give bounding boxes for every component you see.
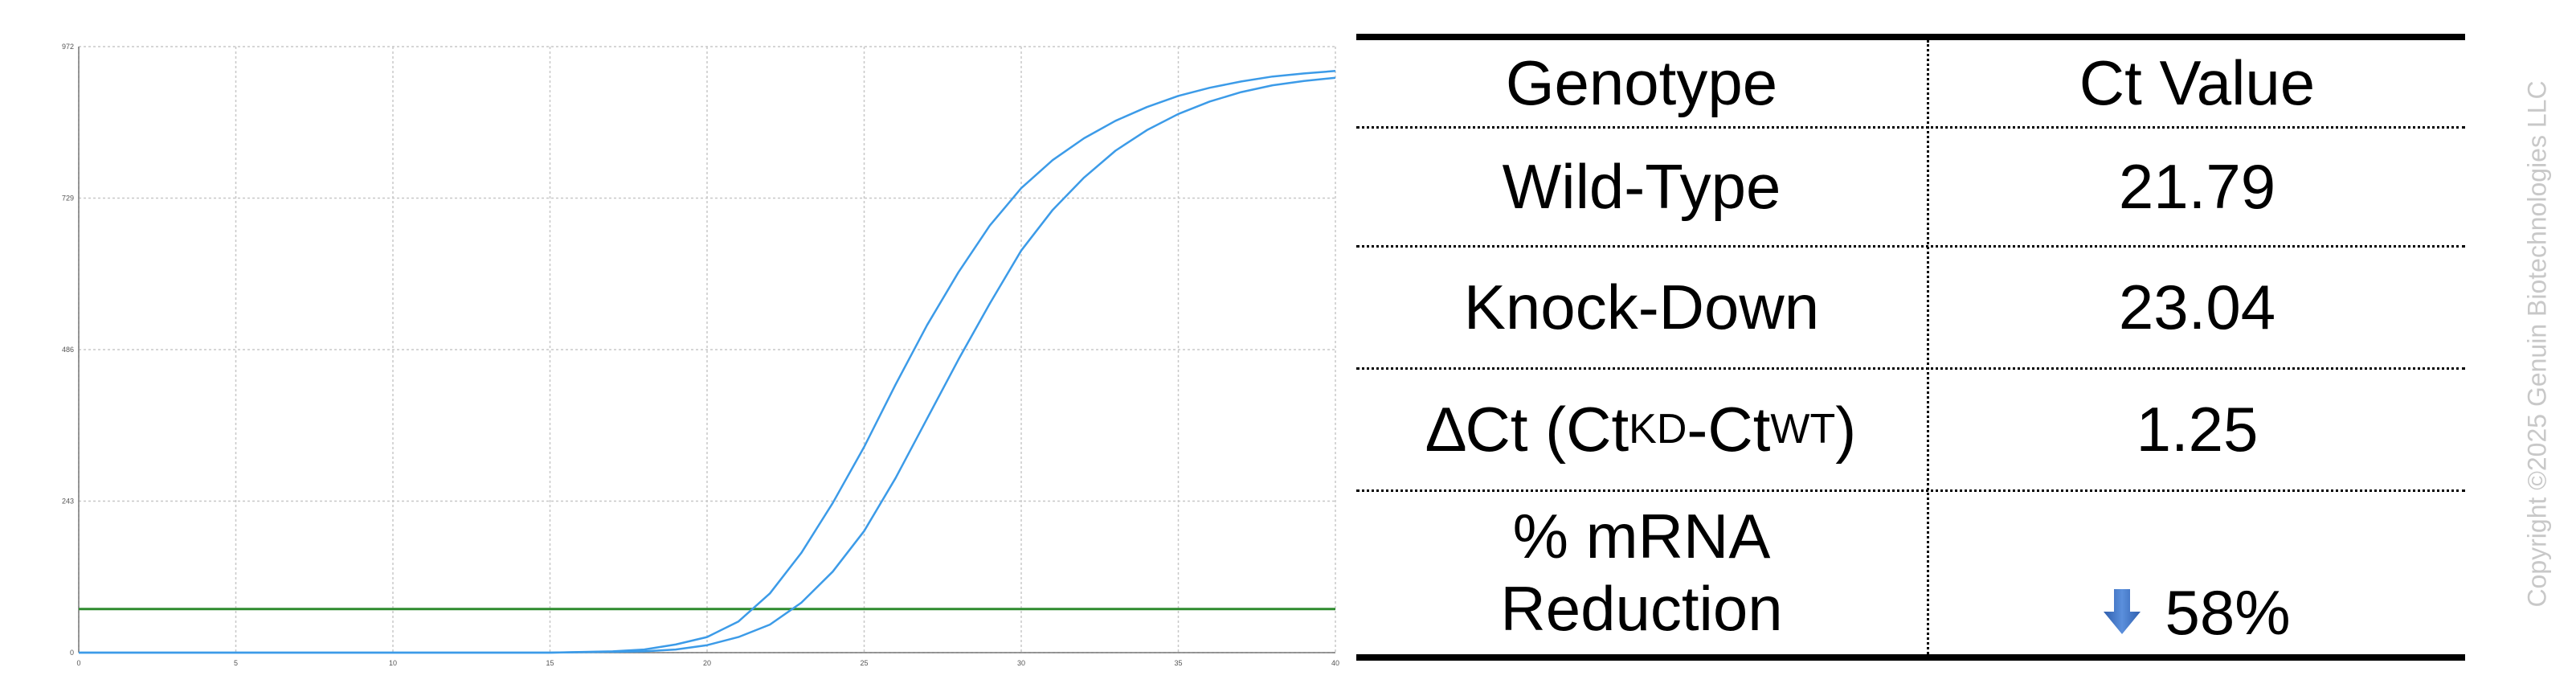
x-tick-label: 15 <box>546 659 554 667</box>
mrna-reduction-label: % mRNA Reduction <box>1356 492 1927 654</box>
delta-ct-sub-wt: WT <box>1770 405 1836 453</box>
amplification-curve-2 <box>79 76 1336 654</box>
delta-ct-sub-kd: KD <box>1629 405 1687 453</box>
delta-ct-end: ) <box>1835 393 1857 465</box>
table-row-delta-ct: ∆Ct (Ct KD -Ct WT) 1.25 <box>1356 370 2465 492</box>
y-tick-label: 0 <box>70 649 74 657</box>
x-tick-label: 0 <box>76 659 80 667</box>
amplification-chart: 0 5 10 15 20 25 30 35 40 0 243 486 729 972 <box>62 43 1339 667</box>
x-tick-label: 35 <box>1174 659 1182 667</box>
x-tick-label: 20 <box>703 659 711 667</box>
knock-down-ct: 23.04 <box>2118 271 2276 342</box>
mrna-reduction-line1: % mRNA <box>1512 501 1771 572</box>
table-top-rule <box>1356 34 2465 40</box>
x-tick-label: 10 <box>389 659 397 667</box>
wild-type-ct: 21.79 <box>2118 150 2276 222</box>
amplification-plot: 0 5 10 15 20 25 30 35 40 0 243 486 729 972 <box>62 43 1339 667</box>
x-tick-label: 40 <box>1331 659 1339 667</box>
mrna-reduction-line2: Reduction <box>1500 573 1783 644</box>
y-tick-label: 972 <box>62 43 74 51</box>
table-column-divider <box>1927 40 1929 654</box>
mrna-reduction-value-cell: 58% <box>1929 492 2465 654</box>
wild-type-label: Wild-Type <box>1502 150 1781 222</box>
table-bottom-rule <box>1356 654 2465 661</box>
y-tick-label: 243 <box>62 498 74 506</box>
copyright-text: Copyright ©2025 Genuin Biotechnologies L… <box>2522 80 2552 608</box>
header-ct-value: Ct Value <box>2079 47 2316 118</box>
x-tick-label: 30 <box>1017 659 1025 667</box>
table-row-mrna-reduction: % mRNA Reduction 58% <box>1356 492 2465 654</box>
amplification-curve-1 <box>79 70 1336 654</box>
y-tick-label: 486 <box>62 346 74 354</box>
delta-ct-main: ∆Ct (Ct <box>1426 393 1629 465</box>
y-tick-label: 729 <box>62 195 74 203</box>
table-header-row: Genotype Ct Value <box>1356 40 2465 129</box>
down-arrow-icon <box>2104 577 2141 649</box>
table-row-wild-type: Wild-Type 21.79 <box>1356 129 2465 248</box>
delta-ct-mid: -Ct <box>1687 393 1771 465</box>
delta-ct-label: ∆Ct (Ct KD -Ct WT) <box>1356 370 1927 489</box>
x-tick-label: 5 <box>234 659 238 667</box>
copyright-notice: Copyright ©2025 Genuin Biotechnologies L… <box>2513 0 2562 688</box>
table-row-knock-down: Knock-Down 23.04 <box>1356 248 2465 370</box>
x-tick-label: 25 <box>860 659 868 667</box>
knock-down-label: Knock-Down <box>1463 271 1820 342</box>
mrna-reduction-value: 58% <box>2165 577 2291 649</box>
ct-value-table: Genotype Ct Value Wild-Type 21.79 Knock-… <box>1356 34 2465 661</box>
delta-ct-value: 1.25 <box>2136 393 2259 465</box>
header-genotype: Genotype <box>1505 47 1778 118</box>
